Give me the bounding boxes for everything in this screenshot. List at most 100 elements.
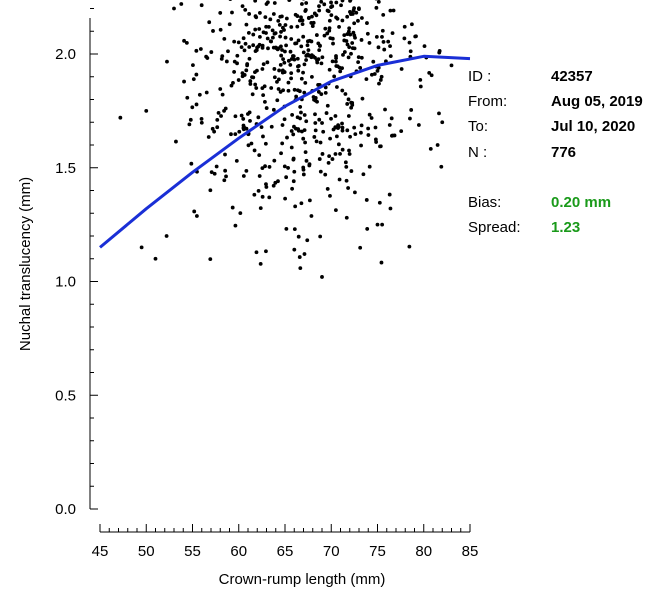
data-point	[342, 50, 347, 54]
data-point	[282, 60, 287, 65]
data-point	[313, 112, 317, 117]
x-tick-label: 85	[462, 543, 479, 560]
x-tick-label: 65	[277, 543, 294, 560]
data-point	[374, 34, 379, 39]
data-point	[332, 74, 337, 79]
data-point	[241, 117, 246, 121]
to-row: To: Jul 10, 2020	[468, 114, 664, 139]
data-point	[356, 55, 361, 60]
data-point	[296, 234, 301, 239]
data-point	[348, 32, 353, 37]
data-point	[301, 165, 306, 170]
data-point	[218, 11, 223, 15]
data-point	[449, 63, 454, 68]
data-point	[345, 102, 350, 106]
data-point	[235, 61, 239, 66]
data-point	[243, 41, 248, 46]
data-point	[211, 29, 215, 33]
data-point	[319, 92, 324, 97]
data-point	[271, 183, 276, 188]
data-point	[286, 166, 290, 170]
bias-label: Bias:	[468, 193, 502, 211]
data-point	[245, 112, 250, 116]
data-point	[251, 43, 256, 48]
data-point	[250, 92, 255, 97]
data-point	[289, 57, 294, 61]
data-point	[318, 140, 323, 145]
data-point	[379, 74, 384, 79]
data-point	[391, 8, 396, 13]
data-point	[352, 125, 357, 130]
data-point	[367, 112, 372, 117]
data-point	[266, 25, 271, 29]
data-point	[314, 13, 319, 18]
data-point	[313, 128, 318, 133]
data-point	[292, 169, 297, 174]
data-point	[369, 116, 374, 120]
data-point	[303, 140, 308, 145]
data-point	[247, 12, 252, 16]
data-point	[437, 50, 442, 55]
data-point	[356, 60, 361, 65]
x-axis-title: Crown-rump length (mm)	[219, 571, 386, 588]
data-point	[312, 97, 316, 102]
data-point	[345, 14, 350, 19]
to-value: Jul 10, 2020	[551, 118, 636, 136]
data-point	[303, 80, 308, 85]
data-point	[382, 47, 387, 52]
data-point	[242, 73, 247, 77]
data-point	[314, 139, 319, 144]
data-point	[327, 67, 332, 72]
data-point	[299, 15, 303, 20]
data-point	[294, 94, 299, 99]
data-point	[284, 16, 289, 21]
data-point	[295, 56, 300, 61]
data-point	[290, 186, 295, 191]
data-point	[344, 165, 349, 169]
data-point	[341, 52, 345, 57]
data-point	[254, 250, 259, 255]
data-point	[190, 105, 195, 110]
data-point	[337, 65, 342, 70]
data-point	[305, 43, 310, 48]
data-point	[252, 192, 257, 197]
data-point	[353, 190, 357, 195]
data-point	[351, 30, 356, 35]
data-point	[310, 14, 314, 19]
data-point	[286, 88, 291, 93]
data-point	[377, 200, 382, 205]
data-point	[233, 223, 238, 228]
data-point	[289, 71, 294, 76]
data-point	[358, 245, 363, 250]
data-point	[194, 48, 199, 53]
id-row: ID : 42357	[468, 64, 664, 89]
data-point	[165, 59, 169, 64]
data-point	[326, 9, 331, 14]
data-point	[320, 152, 325, 156]
data-point	[264, 31, 268, 35]
data-point	[388, 206, 393, 211]
data-point	[280, 68, 285, 73]
data-point	[246, 30, 251, 35]
data-point	[296, 38, 301, 43]
data-point	[330, 157, 335, 161]
data-point	[296, 68, 301, 73]
data-point	[296, 64, 301, 68]
data-point	[234, 158, 239, 163]
data-point	[288, 49, 293, 54]
data-point	[402, 36, 407, 41]
data-point	[291, 132, 296, 137]
data-point	[429, 73, 434, 78]
data-point	[378, 144, 383, 149]
data-point	[273, 31, 278, 36]
data-point	[301, 172, 306, 177]
data-point	[359, 123, 364, 128]
data-point	[266, 46, 270, 51]
data-point	[199, 120, 204, 125]
data-point	[286, 58, 291, 63]
data-point	[272, 67, 277, 71]
data-point	[283, 23, 288, 27]
data-point	[204, 90, 209, 95]
spread-value: 1.23	[551, 218, 581, 236]
